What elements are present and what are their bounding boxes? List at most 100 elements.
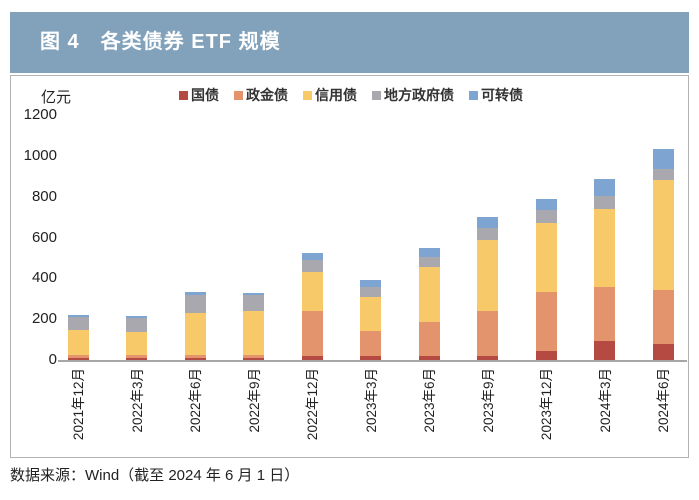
bar-segment-信用债 — [477, 239, 498, 312]
legend-label: 政金债 — [246, 87, 288, 103]
stacked-bar-2023年12月 — [535, 198, 557, 360]
bar-segment-地方政府债 — [594, 195, 615, 209]
bar-segment-政金债 — [301, 311, 323, 357]
bar-segment-信用债 — [126, 331, 147, 356]
x-tick-label: 2023年6月 — [422, 368, 437, 433]
stacked-bar-2022年12月 — [301, 253, 323, 360]
bar-segment-地方政府债 — [418, 256, 440, 267]
stacked-bar-2023年9月 — [477, 216, 498, 360]
stacked-bar-2023年3月 — [360, 279, 381, 360]
figure-title: 图 4 各类债券 ETF 规模 — [40, 31, 281, 53]
legend-item: 政金债 — [234, 85, 288, 105]
x-tick-label: 2022年3月 — [129, 368, 145, 433]
x-tick-label: 2022年12月 — [305, 368, 320, 441]
bar-segment-可转债 — [243, 293, 264, 295]
bar-segment-信用债 — [67, 330, 89, 355]
bar-segment-地方政府债 — [184, 295, 206, 314]
x-tick-label: 2024年3月 — [597, 368, 613, 433]
bar-segment-可转债 — [594, 179, 615, 196]
bar-segment-地方政府债 — [652, 168, 674, 181]
bar-segment-地方政府债 — [243, 294, 264, 311]
legend-label: 国债 — [191, 87, 219, 103]
bar-segment-国债 — [67, 357, 89, 360]
bar-segment-政金债 — [594, 286, 615, 342]
bar-segment-国债 — [301, 356, 323, 360]
x-tick-label: 2023年12月 — [539, 368, 554, 441]
y-tick-label: 800 — [31, 187, 57, 205]
legend-label: 可转债 — [481, 87, 523, 103]
bar-segment-地方政府债 — [360, 286, 381, 297]
x-axis-line — [58, 360, 687, 362]
plot-area — [58, 115, 686, 360]
legend-item: 国债 — [179, 85, 219, 105]
bar-segment-政金债 — [360, 331, 381, 357]
bar-segment-政金债 — [184, 354, 206, 358]
stacked-bar-2022年3月 — [126, 316, 147, 360]
bar-segment-信用债 — [360, 296, 381, 332]
bar-segment-地方政府债 — [535, 210, 557, 224]
y-tick-label: 1000 — [23, 146, 57, 164]
bar-segment-可转债 — [418, 248, 440, 257]
y-tick-label: 0 — [48, 351, 57, 368]
bar-segment-国债 — [535, 351, 557, 360]
bar-segment-地方政府债 — [477, 228, 498, 240]
chart-legend: 国债 政金债 信用债 地方政府债 可转债 — [179, 85, 538, 105]
bar-segment-地方政府债 — [301, 259, 323, 272]
bar-segment-可转债 — [652, 148, 674, 169]
bar-segment-可转债 — [360, 279, 381, 287]
x-tick-label: 2023年9月 — [480, 368, 496, 433]
figure-title-bar: 图 4 各类债券 ETF 规模 — [10, 12, 689, 73]
bar-segment-信用债 — [184, 313, 206, 355]
x-tick-label: 2022年9月 — [246, 368, 262, 433]
bar-segment-信用债 — [594, 208, 615, 287]
x-tick-label: 2021年12月 — [71, 368, 86, 441]
stacked-bar-2024年6月 — [652, 148, 674, 360]
bar-segment-国债 — [477, 356, 498, 360]
bar-segment-信用债 — [418, 266, 440, 322]
legend-item: 地方政府债 — [372, 85, 454, 105]
bar-segment-国债 — [184, 357, 206, 360]
legend-item: 信用债 — [303, 85, 357, 105]
bar-segment-政金债 — [126, 355, 147, 358]
bar-segment-地方政府债 — [67, 316, 89, 330]
y-axis-unit-label: 亿元 — [41, 89, 72, 106]
bar-segment-政金债 — [243, 354, 264, 358]
bar-segment-国债 — [243, 357, 264, 360]
bar-segment-政金债 — [477, 311, 498, 357]
bar-segment-国债 — [652, 344, 674, 360]
legend-swatch-icon — [303, 90, 312, 100]
legend-label: 地方政府债 — [384, 87, 454, 103]
bar-segment-可转债 — [535, 198, 557, 211]
bar-segment-国债 — [360, 356, 381, 360]
y-tick-label: 600 — [31, 228, 57, 246]
bar-segment-政金债 — [652, 289, 674, 345]
legend-swatch-icon — [469, 90, 478, 100]
legend-swatch-icon — [372, 90, 381, 100]
legend-swatch-icon — [234, 90, 243, 100]
bar-segment-地方政府债 — [126, 318, 147, 332]
bar-segment-可转债 — [67, 314, 89, 317]
bar-segment-信用债 — [301, 271, 323, 312]
bar-segment-可转债 — [301, 253, 323, 260]
legend-label: 信用债 — [315, 87, 357, 103]
bar-segment-政金债 — [67, 354, 89, 358]
legend-item: 可转债 — [469, 85, 523, 105]
x-tick-label: 2022年6月 — [188, 368, 203, 433]
x-tick-label: 2024年6月 — [656, 368, 671, 433]
stacked-bar-2024年3月 — [594, 179, 615, 360]
bar-segment-可转债 — [126, 316, 147, 319]
bar-segment-国债 — [594, 341, 615, 360]
bar-segment-国债 — [418, 356, 440, 360]
stacked-bar-2023年6月 — [418, 248, 440, 360]
stacked-bar-2022年9月 — [243, 293, 264, 360]
bar-segment-国债 — [126, 357, 147, 360]
y-tick-label: 200 — [31, 310, 57, 328]
bar-segment-政金债 — [535, 292, 557, 352]
bar-segment-信用债 — [243, 311, 264, 355]
bar-segment-可转债 — [184, 292, 206, 296]
stacked-bar-2021年12月 — [67, 314, 89, 360]
y-tick-label: 400 — [31, 269, 57, 287]
data-source-note: 数据来源：Wind（截至 2024 年 6 月 1 日） — [10, 467, 300, 484]
y-tick-label: 1200 — [23, 106, 57, 123]
legend-swatch-icon — [179, 90, 188, 100]
